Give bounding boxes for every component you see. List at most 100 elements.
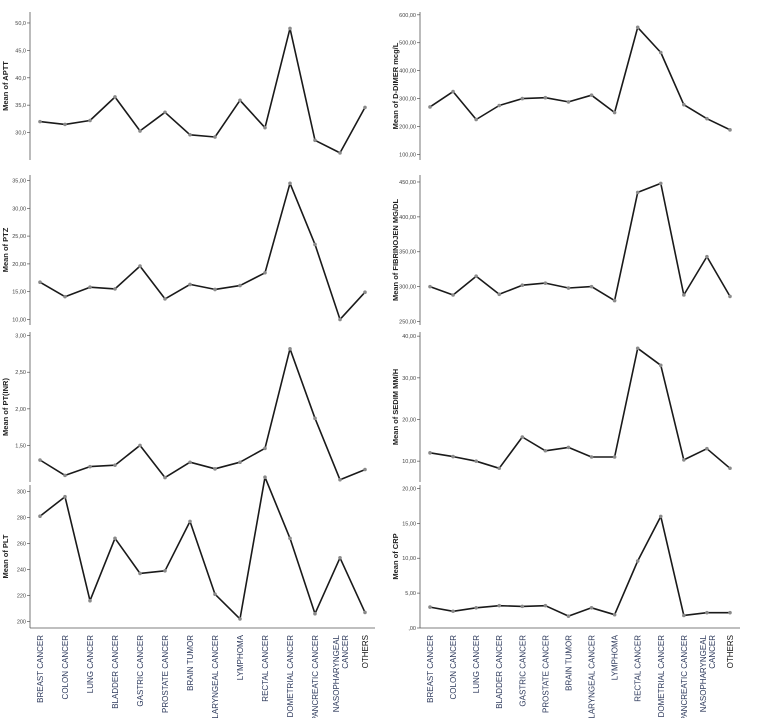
data-point — [728, 128, 732, 132]
category-label: GASTRIC CANCER — [136, 635, 145, 707]
data-point — [188, 460, 192, 465]
data-point — [38, 458, 42, 462]
series-line — [39, 476, 366, 620]
data-point — [238, 460, 242, 465]
data-point — [163, 297, 167, 301]
data-point — [635, 25, 640, 30]
y-tick-label: 30,0 — [15, 131, 26, 137]
data-point — [363, 467, 367, 472]
data-point — [682, 458, 686, 462]
category-label: OTHERS — [361, 635, 370, 668]
data-point — [428, 105, 432, 109]
panel-4: 250,00 300,00 350,00 400,00 450,00 Mean of FI… — [391, 175, 732, 326]
data-point — [213, 592, 217, 596]
data-point — [63, 122, 67, 127]
panel-6: 10,00 20,00 30,00 40,00 Mean of SEDIM MM/H — [391, 332, 732, 482]
y-tick-label: 100,00 — [399, 152, 416, 158]
data-point — [288, 536, 292, 541]
data-point — [428, 605, 432, 609]
data-point — [163, 569, 167, 573]
y-tick-label: 300,00 — [399, 285, 416, 291]
category-label-line: CANCER — [341, 635, 350, 669]
data-point — [497, 103, 502, 108]
data-point — [263, 446, 267, 451]
y-tick-label: 240 — [17, 568, 26, 574]
data-point — [63, 494, 67, 499]
data-point — [658, 514, 663, 519]
category-label: LYMPHOMA — [611, 634, 620, 680]
panel-1: 30,0 35,0 40,0 45,0 50,0 Mean of APTT — [1, 12, 367, 160]
data-point — [451, 293, 455, 297]
data-point — [566, 614, 571, 618]
data-point — [113, 95, 117, 99]
data-point — [497, 603, 502, 608]
data-point — [163, 475, 167, 480]
category-label-line: NASOPHARYNGEAL — [332, 634, 341, 712]
data-point — [313, 242, 317, 247]
y-tick-label: 200 — [17, 620, 26, 626]
data-point — [263, 475, 267, 480]
y-tick-label: 30,00 — [12, 206, 26, 212]
data-point — [474, 459, 478, 463]
data-point — [497, 292, 502, 297]
category-label: LARYNGEAL CANCER — [588, 635, 597, 718]
y-tick-label: 1,50 — [15, 443, 26, 449]
category-label: COLON CANCER — [61, 635, 70, 700]
data-point — [451, 89, 455, 94]
category-label: BLADDER CANCER — [111, 635, 120, 709]
y-tick-label: 2,50 — [15, 370, 26, 376]
y-axis-title: Mean of PTZ — [1, 227, 10, 272]
y-axis-title: Mean of FIBRINOJEN MG/DL — [391, 199, 400, 302]
y-tick-label: 400,00 — [399, 69, 416, 75]
data-point — [363, 290, 367, 295]
data-point — [63, 473, 67, 478]
data-point — [474, 117, 478, 122]
data-point — [313, 416, 317, 421]
data-point — [238, 617, 242, 621]
data-point — [188, 282, 192, 287]
y-axis-title: Mean of D-DIMER mcg/L — [391, 42, 400, 129]
data-point — [658, 50, 663, 55]
data-point — [451, 454, 455, 459]
y-tick-label: 2,00 — [15, 407, 26, 413]
data-point — [612, 298, 617, 303]
y-tick-label: 40,0 — [15, 76, 26, 82]
category-label: GASTRIC CANCER — [518, 635, 527, 707]
data-point — [612, 455, 617, 459]
y-tick-label: 35,00 — [12, 179, 26, 185]
category-label: NASOPHARYNGEALCANCER — [699, 634, 717, 712]
series-line — [429, 182, 731, 302]
data-point — [728, 294, 732, 299]
panel-8: ,00 5,00 10,00 15,00 20,00 Mean of CRP BREAST … — [391, 485, 740, 718]
data-point — [451, 609, 455, 614]
data-point — [213, 467, 217, 471]
data-point — [363, 105, 367, 110]
data-point — [543, 603, 548, 608]
data-point — [635, 559, 640, 563]
data-point — [38, 119, 42, 124]
data-point — [705, 254, 709, 259]
data-point — [543, 95, 548, 100]
series-line — [429, 26, 731, 131]
y-tick-label: 350,00 — [399, 250, 416, 256]
data-point — [213, 135, 217, 139]
category-label: NASOPHARYNGEALCANCER — [332, 634, 350, 712]
data-point — [113, 463, 117, 467]
y-tick-label: 40,00 — [402, 334, 416, 340]
y-axis-title: Mean of SEDIM MM/H — [391, 369, 400, 445]
data-point — [658, 363, 663, 368]
data-point — [338, 317, 342, 322]
data-point — [88, 118, 92, 123]
panel-5: 1,50 2,00 2,50 3,00 Mean of PT(INR) — [1, 332, 367, 482]
y-tick-label: 220 — [17, 594, 26, 600]
data-point — [682, 102, 686, 107]
data-point — [188, 519, 192, 524]
data-point — [589, 605, 594, 610]
data-point — [520, 604, 525, 609]
category-label-line: CANCER — [708, 635, 717, 669]
y-tick-label: 30,00 — [402, 376, 416, 382]
y-axis-title: Mean of PLT — [1, 534, 10, 578]
data-point — [288, 181, 292, 186]
category-label-line: NASOPHARYNGEAL — [699, 634, 708, 712]
y-tick-label: 600,00 — [399, 13, 416, 19]
